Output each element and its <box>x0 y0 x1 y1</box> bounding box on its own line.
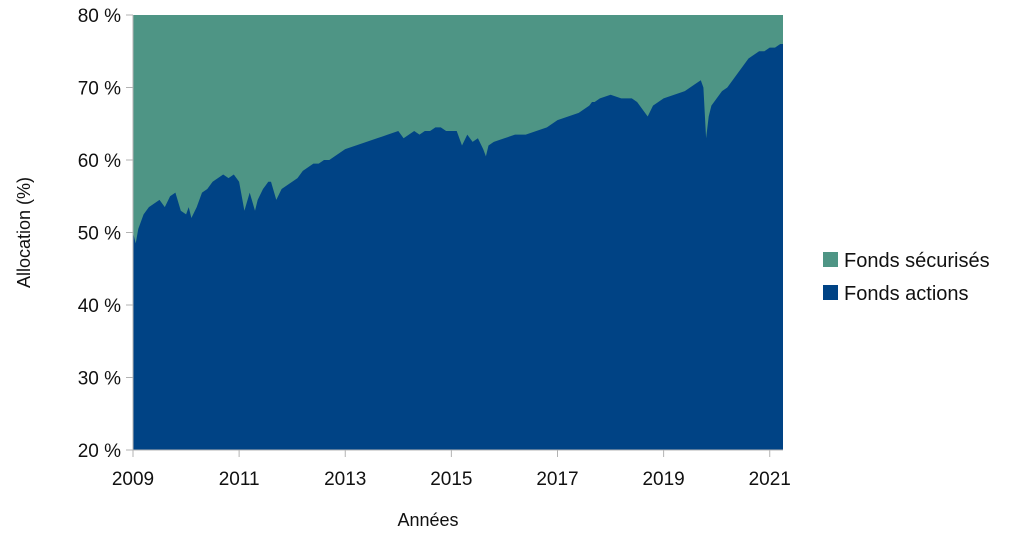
x-tick-label: 2015 <box>430 469 472 490</box>
legend: Fonds sécurisés Fonds actions <box>823 250 990 305</box>
y-tick-label: 50 % <box>78 224 121 245</box>
y-tick-label: 20 % <box>78 441 121 462</box>
y-tick-label: 30 % <box>78 369 121 390</box>
legend-label-fonds-actions: Fonds actions <box>844 283 969 305</box>
x-tick-label: 2021 <box>749 469 791 490</box>
y-tick-label: 60 % <box>78 151 121 172</box>
x-tick-label: 2013 <box>324 469 366 490</box>
legend-swatch-fonds-actions <box>823 285 838 300</box>
x-axis-title: Années <box>397 510 458 530</box>
legend-swatch-fonds-securises <box>823 252 838 267</box>
y-tick-label: 80 % <box>78 6 121 27</box>
legend-label-fonds-securises: Fonds sécurisés <box>844 250 990 272</box>
x-tick-label: 2017 <box>536 469 578 490</box>
plot-area <box>133 15 783 450</box>
y-axis-title: Allocation (%) <box>14 177 34 288</box>
y-tick-label: 70 % <box>78 79 121 100</box>
y-tick-label: 40 % <box>78 296 121 317</box>
x-tick-label: 2011 <box>219 469 260 490</box>
x-tick-label: 2009 <box>112 469 154 490</box>
x-tick-label: 2019 <box>642 469 684 490</box>
